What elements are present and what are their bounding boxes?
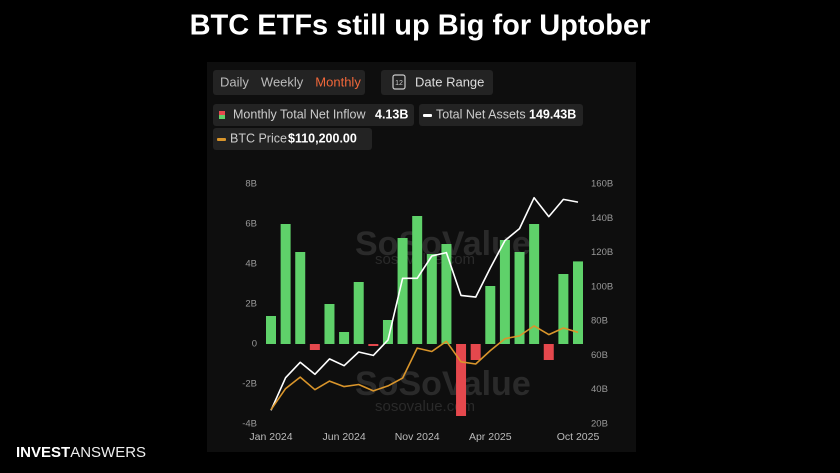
bar — [426, 254, 437, 344]
bar — [382, 320, 393, 344]
y-tick-label: 8B — [245, 179, 257, 190]
brand: INVESTANSWERS — [16, 444, 146, 461]
bar — [543, 344, 554, 360]
slide-title: BTC ETFs still up Big for Uptober — [190, 10, 651, 42]
bar — [441, 244, 452, 344]
date-range-label[interactable]: Date Range — [415, 74, 484, 89]
y2-tick-label: 40B — [591, 384, 608, 395]
watermark-url: sosovalue.com — [375, 398, 475, 415]
brand-bold: INVEST — [16, 444, 70, 461]
watermark: SoSoValue — [355, 365, 531, 403]
bar — [309, 344, 320, 350]
legend-box — [213, 104, 414, 126]
y2-tick-label: 60B — [591, 350, 608, 361]
x-tick-label: Jun 2024 — [322, 431, 365, 443]
y-tick-label: 0 — [252, 339, 257, 350]
legend-box — [419, 104, 583, 126]
legend-value: 149.43B — [529, 107, 576, 121]
legend-swatch — [219, 115, 225, 119]
y-tick-label: 4B — [245, 259, 257, 270]
y-tick-label: -4B — [242, 419, 257, 430]
bar — [324, 304, 335, 344]
y2-tick-label: 100B — [591, 281, 613, 292]
brand-light: ANSWERS — [70, 444, 146, 461]
legend-name: Total Net Assets — [436, 107, 526, 121]
legend-name: Monthly Total Net Inflow — [233, 107, 366, 121]
y2-tick-label: 20B — [591, 419, 608, 430]
legend-name: BTC Price — [230, 131, 287, 145]
calendar-icon — [392, 74, 406, 90]
y-tick-label: 6B — [245, 219, 257, 230]
bar — [295, 252, 306, 344]
bar — [514, 252, 525, 344]
bar — [456, 344, 467, 416]
bar — [339, 332, 350, 344]
tab[interactable]: Monthly — [315, 74, 361, 89]
x-tick-label: Apr 2025 — [469, 431, 512, 443]
tab[interactable]: Weekly — [261, 74, 304, 89]
legend-box — [213, 128, 372, 150]
y2-tick-label: 140B — [591, 213, 613, 224]
plot: -4B -2B 0 2B 4B 6B 8B 20B 40B 60B 80B 100B 120B 140B 1… — [242, 179, 613, 443]
tab[interactable]: Daily — [220, 74, 249, 89]
bar — [485, 286, 496, 344]
bar — [280, 224, 291, 344]
bar — [558, 274, 569, 344]
y-tick-label: 2B — [245, 299, 257, 310]
tabs: Daily Weekly Monthly — [220, 74, 361, 89]
x-tick-label: Nov 2024 — [395, 431, 440, 443]
bar — [353, 282, 364, 344]
line — [270, 325, 579, 411]
y2-tick-label: 120B — [591, 247, 613, 258]
date-range-button[interactable] — [381, 70, 493, 95]
x-tick-label: Oct 2025 — [557, 431, 600, 443]
bar — [412, 216, 423, 344]
y2-tick-label: 160B — [591, 179, 613, 190]
legend-swatch — [423, 114, 432, 117]
bar — [529, 224, 540, 344]
calendar-day: 12 — [395, 80, 403, 87]
bar — [368, 344, 379, 346]
legend-swatch — [219, 111, 225, 115]
line — [270, 196, 579, 411]
bar — [573, 261, 583, 344]
bar — [470, 344, 481, 360]
x-tick-label: Jan 2024 — [249, 431, 292, 443]
bar — [397, 238, 408, 344]
legend-swatch — [217, 138, 226, 141]
legend-value: $110,200.00 — [288, 131, 357, 145]
y2-tick-label: 80B — [591, 316, 608, 327]
bar — [266, 316, 276, 344]
legend-value: 4.13B — [375, 107, 408, 121]
bar — [499, 240, 510, 344]
y-tick-label: -2B — [242, 379, 257, 390]
tab-bar — [213, 70, 365, 95]
